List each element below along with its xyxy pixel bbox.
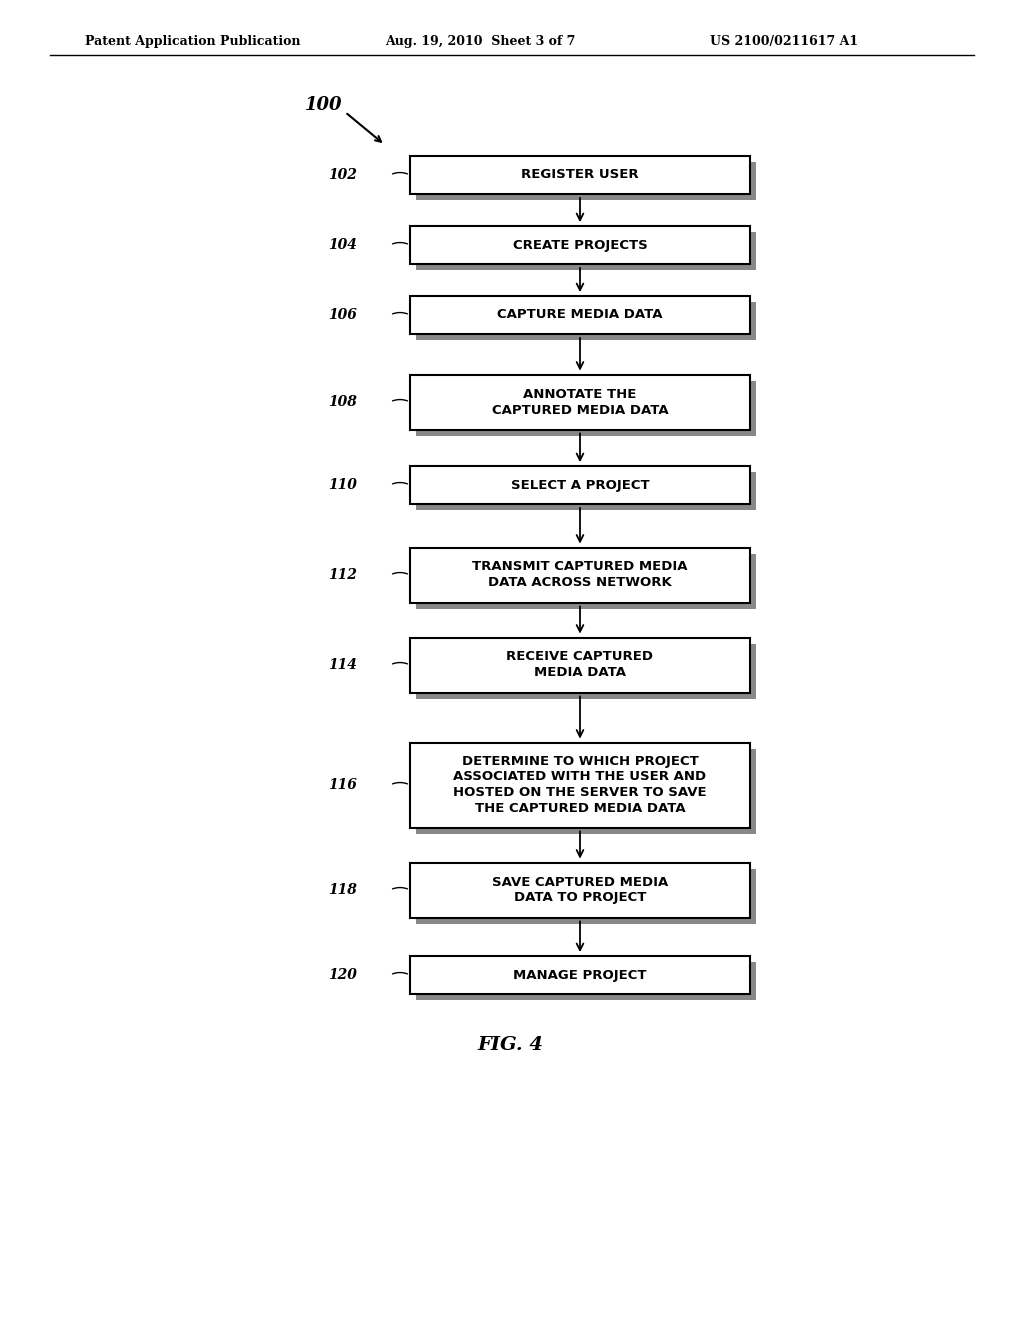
- FancyBboxPatch shape: [410, 742, 750, 828]
- Text: Patent Application Publication: Patent Application Publication: [85, 36, 300, 48]
- FancyBboxPatch shape: [410, 956, 750, 994]
- FancyBboxPatch shape: [416, 962, 756, 1001]
- Text: CAPTURE MEDIA DATA: CAPTURE MEDIA DATA: [498, 309, 663, 322]
- Text: 104: 104: [328, 238, 357, 252]
- Text: 108: 108: [328, 395, 357, 409]
- FancyBboxPatch shape: [416, 162, 756, 201]
- FancyBboxPatch shape: [410, 862, 750, 917]
- Text: 112: 112: [328, 568, 357, 582]
- Text: DETERMINE TO WHICH PROJECT
ASSOCIATED WITH THE USER AND
HOSTED ON THE SERVER TO : DETERMINE TO WHICH PROJECT ASSOCIATED WI…: [454, 755, 707, 816]
- Text: 110: 110: [328, 478, 357, 492]
- FancyBboxPatch shape: [410, 156, 750, 194]
- FancyBboxPatch shape: [410, 375, 750, 429]
- FancyBboxPatch shape: [410, 466, 750, 504]
- Text: FIG. 4: FIG. 4: [477, 1036, 543, 1053]
- Text: Aug. 19, 2010  Sheet 3 of 7: Aug. 19, 2010 Sheet 3 of 7: [385, 36, 575, 48]
- Text: 100: 100: [305, 96, 342, 114]
- Text: REGISTER USER: REGISTER USER: [521, 169, 639, 181]
- FancyBboxPatch shape: [410, 548, 750, 602]
- Text: 102: 102: [328, 168, 357, 182]
- Text: 114: 114: [328, 657, 357, 672]
- Text: 118: 118: [328, 883, 357, 898]
- Text: 116: 116: [328, 777, 357, 792]
- FancyBboxPatch shape: [410, 226, 750, 264]
- Text: SELECT A PROJECT: SELECT A PROJECT: [511, 479, 649, 491]
- FancyBboxPatch shape: [416, 302, 756, 341]
- Text: 106: 106: [328, 308, 357, 322]
- FancyBboxPatch shape: [416, 644, 756, 698]
- Text: ANNOTATE THE
CAPTURED MEDIA DATA: ANNOTATE THE CAPTURED MEDIA DATA: [492, 388, 669, 417]
- FancyBboxPatch shape: [416, 380, 756, 436]
- FancyBboxPatch shape: [416, 553, 756, 609]
- FancyBboxPatch shape: [416, 232, 756, 271]
- FancyBboxPatch shape: [416, 748, 756, 833]
- FancyBboxPatch shape: [416, 869, 756, 924]
- Text: TRANSMIT CAPTURED MEDIA
DATA ACROSS NETWORK: TRANSMIT CAPTURED MEDIA DATA ACROSS NETW…: [472, 561, 688, 590]
- FancyBboxPatch shape: [416, 473, 756, 510]
- Text: 120: 120: [328, 968, 357, 982]
- FancyBboxPatch shape: [410, 296, 750, 334]
- Text: SAVE CAPTURED MEDIA
DATA TO PROJECT: SAVE CAPTURED MEDIA DATA TO PROJECT: [492, 875, 668, 904]
- Text: RECEIVE CAPTURED
MEDIA DATA: RECEIVE CAPTURED MEDIA DATA: [507, 651, 653, 680]
- FancyBboxPatch shape: [410, 638, 750, 693]
- Text: MANAGE PROJECT: MANAGE PROJECT: [513, 969, 647, 982]
- Text: CREATE PROJECTS: CREATE PROJECTS: [513, 239, 647, 252]
- Text: US 2100/0211617 A1: US 2100/0211617 A1: [710, 36, 858, 48]
